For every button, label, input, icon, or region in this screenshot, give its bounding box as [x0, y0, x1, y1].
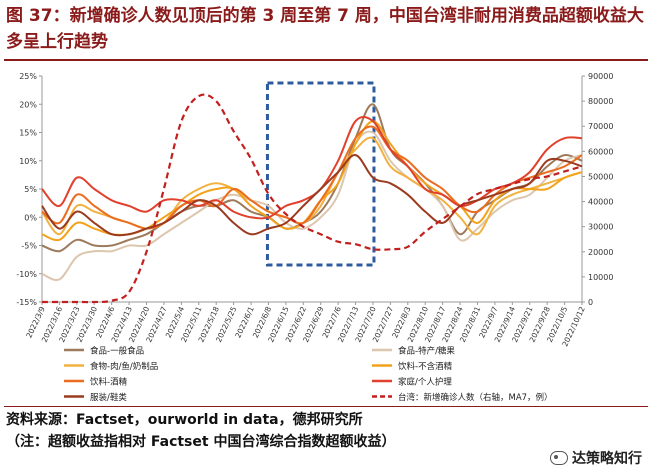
series-line-1 [41, 103, 583, 253]
series-line-7 [41, 154, 583, 237]
left-tick-label: 20% [19, 100, 37, 109]
series-line-4 [41, 120, 583, 242]
note-line: （注：超额收益指相对 Factset 中国台湾综合指数超额收益） [6, 434, 396, 450]
legend-label: 饮料-不含酒精 [398, 361, 453, 372]
right-tick-label: 10000 [588, 273, 613, 282]
watermark: 达策略知行 [550, 448, 642, 468]
wechat-icon [550, 451, 568, 465]
right-tick-label: 80000 [588, 97, 613, 106]
highlight-box [265, 81, 376, 267]
excess-return-chart: -15% -10% -5% 0% 5% 10% 15% 20% 25% 0 10000 20000 30… [16, 72, 613, 403]
series-line-5 [41, 125, 583, 230]
highlight-rect [265, 81, 376, 267]
right-tick-label: 40000 [588, 198, 613, 207]
source-divider [4, 406, 648, 407]
right-tick-label: 90000 [588, 72, 613, 81]
legend-label: 饮料-酒精 [90, 377, 128, 388]
legend-label: 食物-肉/鱼/奶制品 [90, 361, 158, 372]
legend-label: 食品-一般食品 [90, 346, 144, 357]
left-tick-label: 25% [19, 72, 37, 81]
legend-label: 食品-特产/糖果 [398, 346, 455, 357]
right-tick-label: 20000 [588, 248, 613, 257]
right-tick-label: 70000 [588, 122, 613, 131]
right-tick-label: 60000 [588, 147, 613, 156]
left-tick-label: 15% [19, 129, 37, 138]
right-tick-label: 0 [588, 298, 593, 307]
chart-series [41, 93, 583, 304]
source-line: 资料来源：Factset，ourworld in data，德邦研究所 [6, 412, 363, 428]
left-tick-label: 5% [24, 185, 37, 194]
legend-label: 家庭/个人护理 [398, 377, 452, 388]
series-line-8 [42, 93, 583, 304]
right-tick-label: 30000 [588, 223, 613, 232]
series-line-2 [41, 130, 583, 281]
figure-title: 图 37：新增确诊人数见顶后的第 3 周至第 7 周，中国台湾非耐用消费品超额收… [6, 6, 644, 52]
right-tick-label: 50000 [588, 172, 613, 181]
left-tick-label: 10% [19, 157, 37, 166]
left-tick-label: -5% [21, 242, 37, 251]
source-note: 资料来源：Factset，ourworld in data，德邦研究所 （注：超… [6, 409, 646, 453]
left-tick-label: 0% [24, 213, 37, 222]
series-line-6 [41, 115, 583, 220]
left-tick-label: -10% [16, 270, 37, 279]
legend-label: 台湾：新增确诊人数（右轴，MA7，例） [398, 392, 553, 403]
legend-label: 服装/鞋类 [90, 392, 127, 403]
title-divider [4, 59, 648, 61]
watermark-text: 达策略知行 [572, 451, 642, 467]
left-tick-label: -15% [16, 298, 37, 307]
